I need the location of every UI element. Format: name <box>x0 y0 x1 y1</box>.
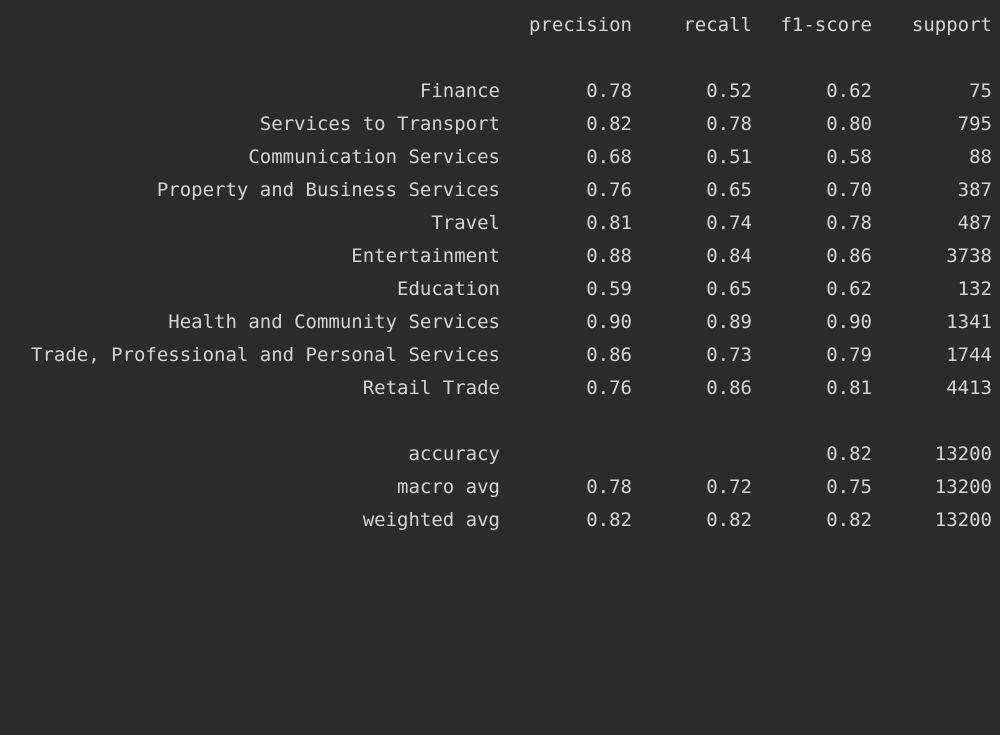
class-label: Retail Trade <box>362 377 500 399</box>
precision-value: 0.68 <box>586 146 632 168</box>
table-row: Health and Community Services 0.90 0.89 … <box>0 306 1000 339</box>
f1-value: 0.86 <box>826 245 872 267</box>
table-row: Education 0.59 0.65 0.62 132 <box>0 273 1000 306</box>
table-row: Trade, Professional and Personal Service… <box>0 339 1000 372</box>
table-row: Communication Services 0.68 0.51 0.58 88 <box>0 141 1000 174</box>
precision-value: 0.76 <box>586 377 632 399</box>
table-row: Services to Transport 0.82 0.78 0.80 795 <box>0 108 1000 141</box>
support-value: 1341 <box>946 311 992 333</box>
recall-value: 0.65 <box>706 179 752 201</box>
precision-value: 0.82 <box>586 509 632 531</box>
class-label: Health and Community Services <box>168 311 500 333</box>
recall-value: 0.73 <box>706 344 752 366</box>
support-value: 4413 <box>946 377 992 399</box>
f1-value: 0.70 <box>826 179 872 201</box>
support-value: 3738 <box>946 245 992 267</box>
f1-value: 0.58 <box>826 146 872 168</box>
recall-value: 0.89 <box>706 311 752 333</box>
table-row: Property and Business Services 0.76 0.65… <box>0 174 1000 207</box>
support-value: 1744 <box>946 344 992 366</box>
class-label: Trade, Professional and Personal Service… <box>31 344 500 366</box>
recall-value: 0.72 <box>706 476 752 498</box>
f1-value: 0.81 <box>826 377 872 399</box>
table-row: Retail Trade 0.76 0.86 0.81 4413 <box>0 372 1000 405</box>
support-value: 795 <box>957 113 992 135</box>
class-label: Communication Services <box>248 146 500 168</box>
f1-value: 0.79 <box>826 344 872 366</box>
f1-value: 0.90 <box>826 311 872 333</box>
precision-value: 0.59 <box>586 278 632 300</box>
recall-value: 0.86 <box>706 377 752 399</box>
class-label: Finance <box>419 80 500 102</box>
f1-value: 0.80 <box>826 113 872 135</box>
recall-value: 0.74 <box>706 212 752 234</box>
support-value: 75 <box>969 80 992 102</box>
recall-value: 0.51 <box>706 146 752 168</box>
support-value: 88 <box>969 146 992 168</box>
weighted-avg-row: weighted avg 0.82 0.82 0.82 13200 <box>0 504 1000 537</box>
macro-avg-row: macro avg 0.78 0.72 0.75 13200 <box>0 471 1000 504</box>
summary-label: accuracy <box>408 443 500 465</box>
table-row: Entertainment 0.88 0.84 0.86 3738 <box>0 240 1000 273</box>
summary-label: macro avg <box>397 476 500 498</box>
recall-value: 0.84 <box>706 245 752 267</box>
precision-value: 0.90 <box>586 311 632 333</box>
precision-value: 0.86 <box>586 344 632 366</box>
precision-value: 0.78 <box>586 80 632 102</box>
header-support: support <box>911 14 992 36</box>
support-value: 132 <box>957 278 992 300</box>
accuracy-row: accuracy 0.82 13200 <box>0 438 1000 471</box>
precision-value: 0.78 <box>586 476 632 498</box>
header-row: precision recall f1-score support <box>0 9 1000 42</box>
table-row: Finance 0.78 0.52 0.62 75 <box>0 75 1000 108</box>
precision-value: 0.76 <box>586 179 632 201</box>
f1-value: 0.82 <box>826 509 872 531</box>
recall-value: 0.52 <box>706 80 752 102</box>
support-value: 13200 <box>934 476 992 498</box>
support-value: 13200 <box>934 443 992 465</box>
class-label: Travel <box>431 212 500 234</box>
f1-value: 0.75 <box>826 476 872 498</box>
header-recall: recall <box>683 14 752 36</box>
f1-value: 0.62 <box>826 80 872 102</box>
precision-value: 0.81 <box>586 212 632 234</box>
header-precision: precision <box>529 14 632 36</box>
class-label: Entertainment <box>351 245 500 267</box>
support-value: 387 <box>957 179 992 201</box>
class-label: Property and Business Services <box>156 179 500 201</box>
recall-value: 0.65 <box>706 278 752 300</box>
recall-value: 0.78 <box>706 113 752 135</box>
precision-value: 0.82 <box>586 113 632 135</box>
class-label: Services to Transport <box>259 113 500 135</box>
summary-label: weighted avg <box>362 509 500 531</box>
precision-value: 0.88 <box>586 245 632 267</box>
table-row: Travel 0.81 0.74 0.78 487 <box>0 207 1000 240</box>
recall-value: 0.82 <box>706 509 752 531</box>
support-value: 13200 <box>934 509 992 531</box>
classification-report: precision recall f1-score support Financ… <box>0 9 1000 537</box>
f1-value: 0.78 <box>826 212 872 234</box>
f1-value: 0.82 <box>826 443 872 465</box>
f1-value: 0.62 <box>826 278 872 300</box>
class-label: Education <box>397 278 500 300</box>
support-value: 487 <box>957 212 992 234</box>
header-f1-score: f1-score <box>780 14 872 36</box>
